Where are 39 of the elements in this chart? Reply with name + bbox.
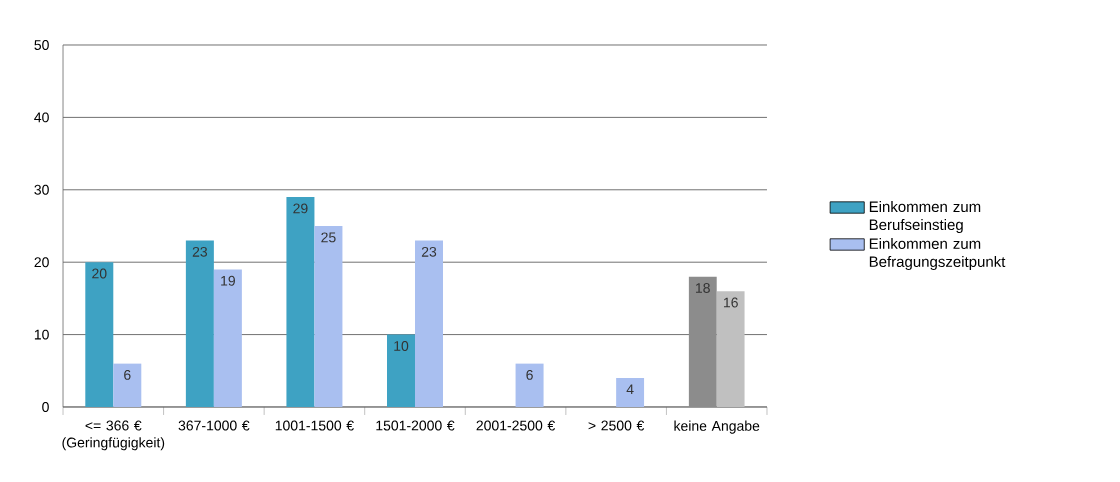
x-tick-label: 367-1000 € bbox=[178, 420, 250, 431]
data-label: 6 bbox=[526, 369, 533, 380]
bar bbox=[616, 378, 645, 407]
bar bbox=[286, 197, 315, 407]
y-tick-label: 30 bbox=[34, 184, 49, 195]
bar bbox=[314, 225, 343, 407]
x-tick-label: > 2500 € bbox=[588, 420, 645, 431]
data-label: 23 bbox=[192, 246, 208, 257]
x-tick-label: keine Angabe bbox=[674, 420, 760, 434]
bar bbox=[185, 240, 214, 407]
bar bbox=[113, 363, 142, 407]
data-label: 16 bbox=[723, 297, 738, 308]
data-label: 19 bbox=[221, 275, 235, 286]
data-label: 18 bbox=[695, 283, 710, 293]
bar bbox=[515, 363, 544, 407]
y-tick-label: 40 bbox=[34, 112, 49, 123]
data-label: 6 bbox=[124, 369, 131, 380]
bar bbox=[213, 269, 242, 407]
legend-label: Einkommen zum Berufseinstieg bbox=[869, 201, 981, 233]
x-tick-label: 1001-1500 € bbox=[275, 420, 354, 431]
x-tick-label: 1501-2000 € bbox=[376, 420, 455, 431]
data-label: 29 bbox=[293, 203, 308, 214]
data-label: 4 bbox=[626, 384, 634, 395]
legend-label: Einkommen zum Befragungszeitpunkt bbox=[869, 238, 1006, 270]
y-tick-label: 10 bbox=[34, 329, 49, 340]
data-label: 25 bbox=[321, 232, 336, 243]
y-tick-label: 50 bbox=[34, 40, 49, 50]
bar bbox=[716, 291, 745, 407]
data-label: 10 bbox=[394, 341, 409, 351]
y-tick-label: 20 bbox=[34, 257, 49, 268]
y-tick-label: 0 bbox=[42, 402, 49, 412]
data-label: 23 bbox=[421, 246, 437, 257]
x-tick-label: <= 366 € (Geringfügigkeit) bbox=[62, 420, 165, 451]
bar bbox=[415, 240, 443, 407]
bar bbox=[387, 334, 416, 407]
bar bbox=[85, 262, 114, 407]
data-label: 20 bbox=[92, 268, 107, 279]
x-tick-label: 2001-2500 € bbox=[476, 420, 556, 431]
bar bbox=[688, 276, 717, 407]
